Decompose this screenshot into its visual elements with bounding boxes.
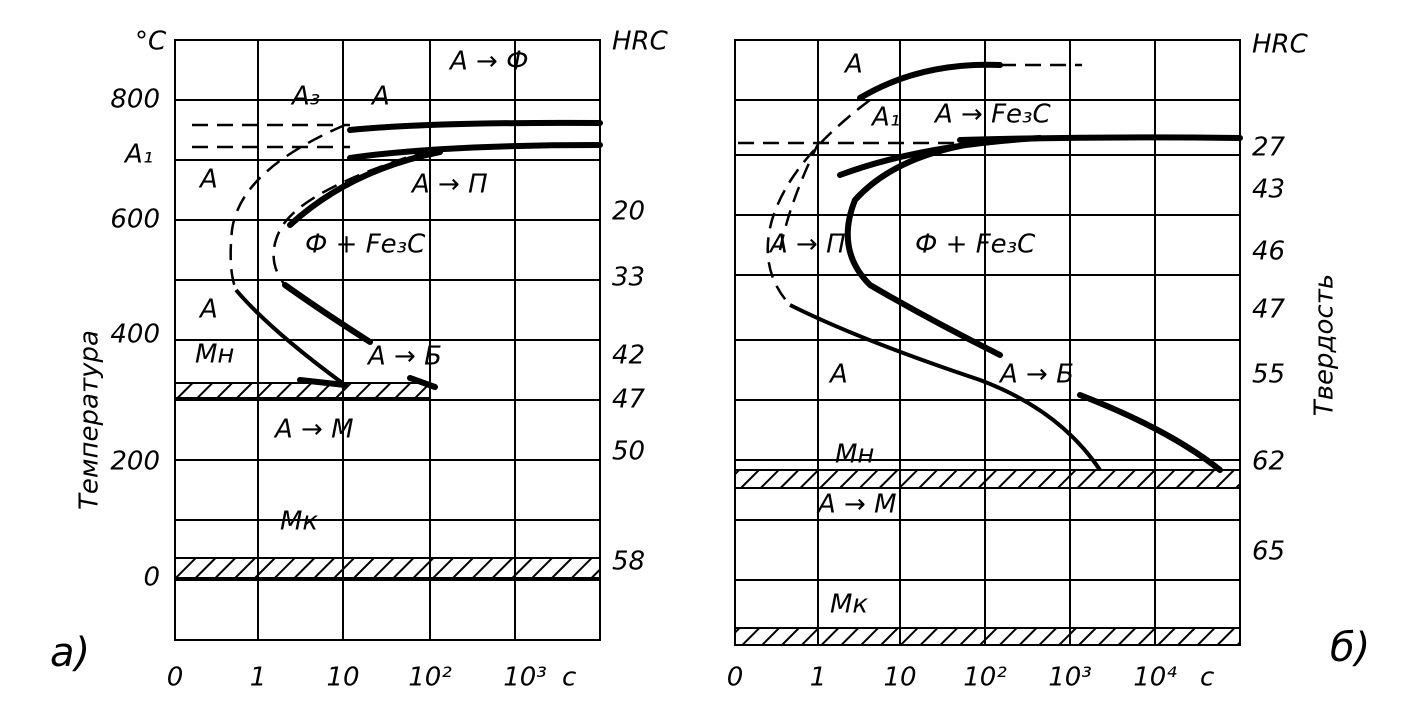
- left-panel: °C HRC 800 600 400 200 0 Температура 20 …: [50, 27, 669, 693]
- hardness-unit: HRC: [612, 27, 669, 57]
- region-label: A: [370, 82, 390, 112]
- arrows: [297, 375, 438, 390]
- time-unit: с: [1200, 663, 1214, 693]
- region-label: A: [198, 165, 218, 195]
- grid: [174, 39, 601, 641]
- upper-curve: [857, 61, 1003, 101]
- critical-point: Mн: [835, 440, 874, 470]
- hardness-label: 43: [1252, 175, 1285, 205]
- start-curve: [234, 288, 347, 387]
- temperature-tick: 400: [110, 320, 160, 350]
- critical-point: A₃: [290, 82, 320, 112]
- right-panel: HRC 27 43 46 47 55 62 65 Твердость 0 1 1…: [727, 30, 1371, 693]
- temperature-unit: °C: [135, 27, 167, 57]
- critical-point: Mн: [195, 340, 234, 370]
- guide-dashed: [778, 139, 822, 251]
- hardness-label: 62: [1252, 447, 1285, 477]
- hardness-unit: HRC: [1252, 30, 1309, 60]
- region-label: A → П: [410, 170, 488, 200]
- time-tick: 1: [250, 663, 267, 693]
- time-tick: 0: [727, 663, 744, 693]
- hardness-label: 20: [612, 197, 645, 227]
- ms-band: [174, 382, 431, 399]
- y-axis-title: Твердость: [1310, 274, 1340, 416]
- time-tick: 10³: [1048, 663, 1092, 693]
- end-curve-lower: [1077, 392, 1223, 473]
- critical-point: A₁: [123, 140, 153, 170]
- ms-band: [734, 469, 1241, 489]
- hardness-label: 33: [612, 263, 645, 293]
- time-tick: 1: [810, 663, 827, 693]
- time-tick: 0: [167, 663, 184, 693]
- end-curve: [837, 135, 1043, 358]
- time-unit: с: [562, 663, 576, 693]
- grid: [734, 39, 1241, 646]
- a3-curve: [347, 119, 603, 133]
- end-curve: [282, 149, 443, 345]
- time-tick: 10²: [963, 663, 1007, 693]
- hardness-label: 42: [612, 341, 645, 371]
- start-curve-dashed: [229, 123, 346, 291]
- temperature-tick: 200: [110, 447, 160, 477]
- region-label: A: [843, 50, 863, 80]
- mf-band: [734, 627, 1241, 646]
- region-label: A → П: [768, 230, 846, 260]
- region-label: A: [198, 295, 218, 325]
- time-tick: 10³: [503, 663, 547, 693]
- region-label: A → Ф: [448, 47, 528, 77]
- critical-point: A₁: [870, 103, 900, 133]
- hardness-label: 55: [1252, 360, 1285, 390]
- time-tick: 10²: [408, 663, 452, 693]
- start-curve: [789, 303, 1102, 472]
- time-tick: 10: [883, 663, 916, 693]
- critical-point: Mк: [830, 590, 868, 620]
- time-tick: 10⁴: [1133, 663, 1177, 693]
- region-label: A: [828, 360, 848, 390]
- mf-band: [174, 557, 601, 579]
- hardness-label: 50: [612, 437, 645, 467]
- a1-curve: [347, 142, 603, 161]
- hardness-label: 58: [612, 547, 645, 577]
- hardness-label: 47: [1252, 295, 1286, 325]
- region-label: Ф + Fe₃C: [915, 230, 1036, 260]
- hardness-label: 46: [1252, 237, 1285, 267]
- region-label: A → Б: [366, 342, 442, 372]
- region-label: A → Б: [998, 360, 1074, 390]
- panel-label: б): [1330, 625, 1370, 671]
- region-label: A → Fe₃C: [933, 100, 1051, 130]
- hardness-label: 27: [1252, 133, 1286, 163]
- temperature-tick: 0: [143, 563, 160, 593]
- y-axis-title: Температура: [75, 330, 105, 510]
- hardness-label: 65: [1252, 537, 1285, 567]
- panel-label: а): [50, 630, 90, 676]
- critical-point: Mк: [280, 507, 318, 537]
- temperature-tick: 800: [110, 85, 160, 115]
- start-curve-dashed: [766, 99, 871, 306]
- region-label: Ф + Fe₃C: [305, 230, 426, 260]
- temperature-tick: 600: [110, 205, 160, 235]
- hardness-label: 47: [612, 385, 646, 415]
- time-tick: 10: [326, 663, 359, 693]
- region-label: A → M: [816, 490, 897, 520]
- region-label: A → M: [273, 415, 354, 445]
